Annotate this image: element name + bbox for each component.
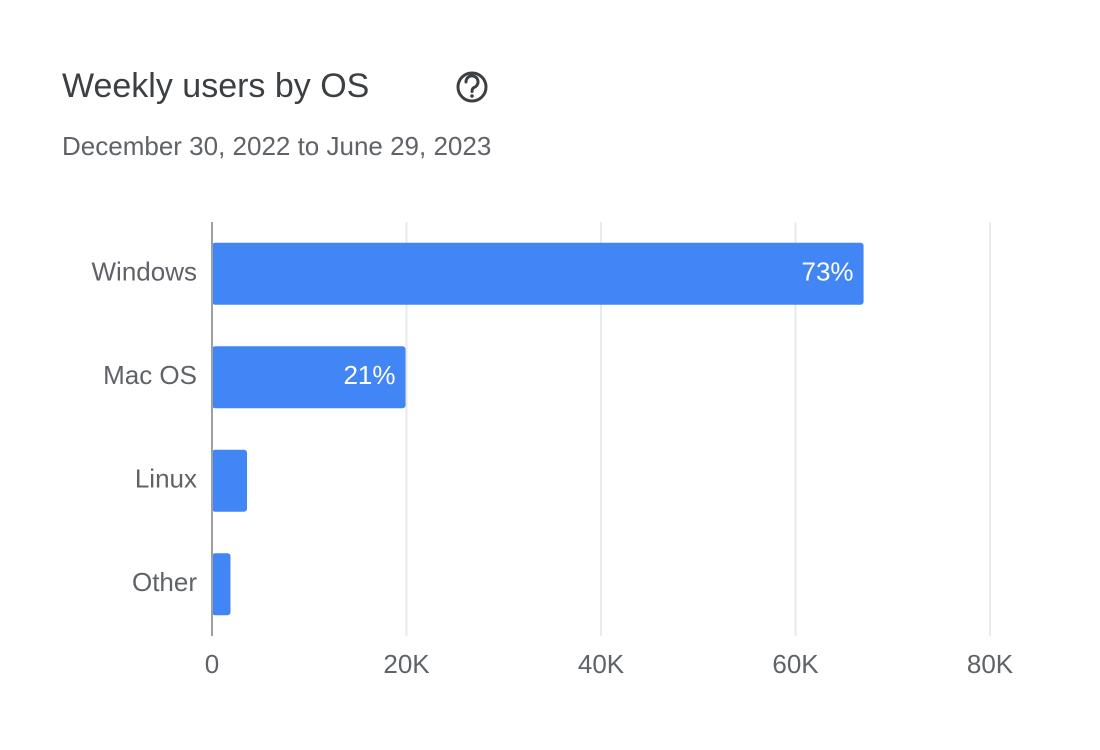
y-tick-label: Windows — [92, 257, 197, 287]
value-label: 73% — [802, 257, 854, 287]
help-icon[interactable] — [456, 71, 488, 103]
y-tick-label: Mac OS — [103, 360, 197, 390]
x-tick-label: 60K — [772, 649, 819, 679]
value-label: 21% — [343, 360, 395, 390]
x-tick-label: 0 — [205, 649, 219, 679]
chart-subtitle: December 30, 2022 to June 29, 2023 — [62, 131, 491, 161]
x-tick-label: 80K — [967, 649, 1014, 679]
bar — [212, 553, 231, 616]
bar — [212, 346, 406, 409]
chart-title: Weekly users by OS — [62, 67, 369, 105]
x-tick-label: 40K — [578, 649, 625, 679]
y-tick-label: Linux — [135, 464, 197, 494]
y-tick-label: Other — [132, 567, 197, 597]
x-tick-label: 20K — [383, 649, 430, 679]
bar — [212, 242, 864, 305]
bar — [212, 449, 248, 512]
